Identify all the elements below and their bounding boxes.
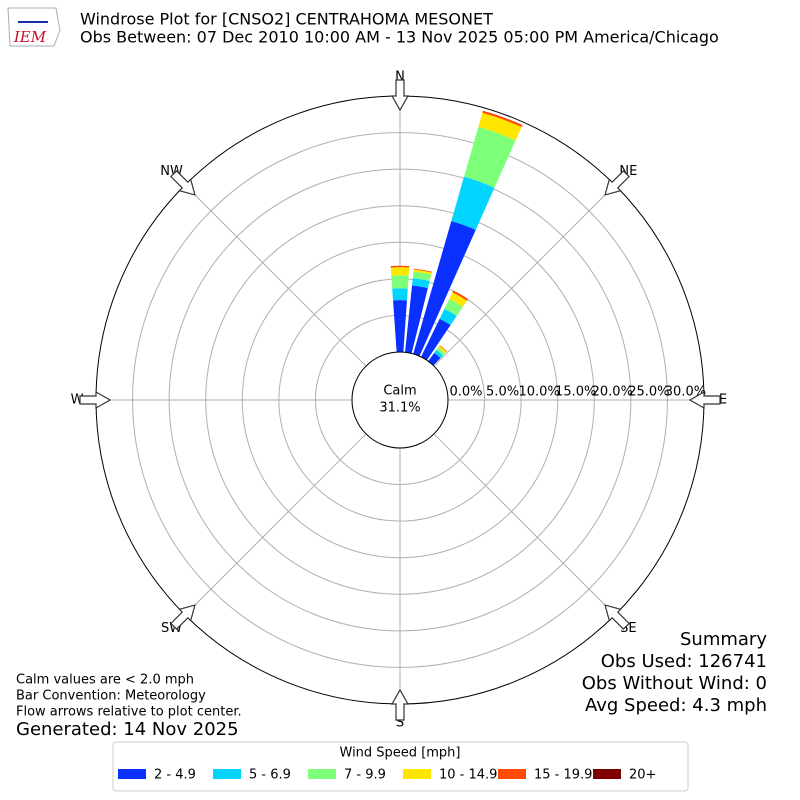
- bar-segment: [412, 278, 430, 289]
- bar-segment: [464, 126, 516, 188]
- generated: Generated: 14 Nov 2025: [16, 719, 239, 740]
- bar-segment: [391, 275, 409, 289]
- r-tick-label: 20.0%: [592, 385, 633, 400]
- legend-label: 7 - 9.9: [344, 768, 386, 783]
- bar-segment: [413, 269, 432, 275]
- r-tick-label: 25.0%: [628, 385, 669, 400]
- summary: Avg Speed: 4.3 mph: [585, 695, 767, 716]
- flow-arrow: [390, 688, 410, 721]
- logo: IEM: [7, 7, 61, 47]
- legend-label: 2 - 4.9: [154, 768, 196, 783]
- grid-ring: [132, 132, 668, 668]
- bar-segment: [390, 265, 410, 268]
- grid-ring: [241, 241, 559, 559]
- r-tick-label: 30.0%: [665, 385, 706, 400]
- bar-segment: [421, 318, 451, 361]
- note: Calm values are < 2.0 mph: [16, 673, 194, 688]
- compass-label: N: [395, 70, 405, 85]
- calm-circle: [351, 351, 449, 449]
- compass-label: E: [719, 393, 727, 408]
- chart-subtitle: Obs Between: 07 Dec 2010 10:00 AM - 13 N…: [80, 28, 719, 47]
- bar-segment: [413, 268, 432, 273]
- bar-segment: [412, 271, 432, 282]
- legend-box: [112, 741, 689, 792]
- flow-arrow: [390, 79, 410, 112]
- spoke: [184, 433, 367, 616]
- legend-swatch: [118, 769, 146, 779]
- bar-segment: [434, 349, 443, 359]
- bar-segment: [439, 308, 457, 326]
- spoke: [184, 184, 367, 367]
- chart-title: Windrose Plot for [CNSO2] CENTRAHOMA MES…: [80, 10, 493, 29]
- calm-value: 31.1%: [379, 401, 420, 416]
- logo-outline: [7, 7, 61, 47]
- bar-segment: [438, 345, 447, 354]
- bar-segment: [449, 292, 467, 307]
- legend-label: 15 - 19.9: [534, 768, 592, 783]
- r-tick-label: 0.0%: [449, 385, 482, 400]
- legend-swatch: [593, 769, 621, 779]
- grid-ring: [168, 168, 632, 632]
- bar-segment: [436, 347, 446, 356]
- summary: Summary: [680, 629, 767, 650]
- bar-segment: [393, 300, 407, 353]
- flow-arrow: [170, 170, 196, 196]
- flow-arrow: [170, 604, 196, 630]
- flow-arrow: [604, 604, 630, 630]
- flow-arrow: [688, 390, 721, 410]
- bar-segment: [439, 345, 448, 352]
- summary: Obs Without Wind: 0: [582, 673, 767, 694]
- spoke: [433, 433, 616, 616]
- bar-segment: [444, 299, 463, 316]
- bar-segment: [478, 112, 522, 141]
- logo-text: IEM: [13, 28, 47, 46]
- summary: Obs Used: 126741: [601, 651, 767, 672]
- calm-label: Calm: [383, 384, 416, 399]
- bar-segment: [392, 288, 408, 301]
- compass-label: S: [396, 716, 404, 731]
- r-tick-label: 10.0%: [518, 385, 559, 400]
- flow-arrow: [79, 390, 112, 410]
- r-tick-label: 5.0%: [486, 385, 519, 400]
- legend-swatch: [498, 769, 526, 779]
- legend-label: 20+: [629, 768, 656, 783]
- bar-segment: [428, 352, 441, 366]
- legend-swatch: [403, 769, 431, 779]
- bar-segment: [413, 220, 476, 357]
- spoke: [433, 184, 616, 367]
- r-tick-label: 15.0%: [555, 385, 596, 400]
- grid-ring: [205, 205, 595, 595]
- legend-title: Wind Speed [mph]: [340, 746, 461, 761]
- bar-segment: [452, 290, 469, 301]
- bar-segment: [482, 110, 523, 127]
- legend-swatch: [308, 769, 336, 779]
- bar-segment: [390, 267, 410, 276]
- legend-label: 10 - 14.9: [439, 768, 497, 783]
- legend-swatch: [213, 769, 241, 779]
- legend-label: 5 - 6.9: [249, 768, 291, 783]
- note: Bar Convention: Meteorology: [16, 689, 206, 704]
- note: Flow arrows relative to plot center.: [16, 705, 242, 720]
- bar-segment: [451, 176, 495, 230]
- bar-segment: [405, 285, 428, 354]
- flow-arrow: [604, 170, 630, 196]
